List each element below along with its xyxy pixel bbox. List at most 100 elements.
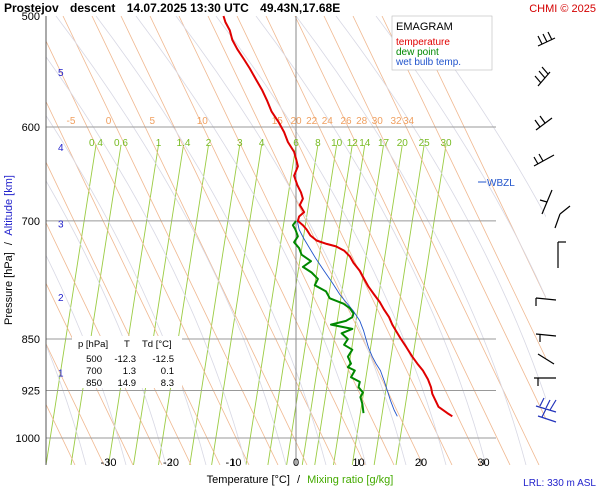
- dry-adiabat: [265, 16, 482, 465]
- isotherm-label: 30: [372, 116, 384, 127]
- isotherm-label: 20: [290, 116, 302, 127]
- mixing-ratio-label: 0.4: [89, 138, 103, 149]
- moist-adiabat: [95, 16, 327, 465]
- temperature-tick-label: -10: [226, 457, 242, 469]
- wind-barb: [535, 333, 557, 342]
- isopleth-labels: -5 0 5 10 15 20 22 24 26 28 30 32 340.4 0.6 1 1.4 2 3 4 6 8 1…: [67, 116, 452, 149]
- wind-barb: [557, 241, 566, 268]
- mixing-ratio-label: 4: [259, 138, 265, 149]
- mixing-ratio-label: 1: [156, 138, 162, 149]
- mixing-ratio-label: 20: [397, 138, 409, 149]
- table-cell: 700: [86, 366, 102, 377]
- mixing-ratio-line: [286, 144, 338, 465]
- temperature-tick-label: 10: [352, 457, 364, 469]
- wind-barb: [539, 189, 553, 215]
- isotherm-label: 0: [106, 116, 112, 127]
- wind-barb: [534, 66, 551, 87]
- mixing-ratio-line: [314, 144, 366, 465]
- table-cell: 500: [86, 354, 102, 365]
- isotherm-label: 32: [390, 116, 402, 127]
- altitude-tick-labels: 1 2 3 4 5: [58, 68, 64, 380]
- pressure-tick-labels: 500 600 700 850 925 1000: [16, 11, 40, 445]
- lrl-label: LRL: 330 m ASL: [523, 478, 596, 489]
- mixing-ratio-label: 3: [237, 138, 243, 149]
- dry-adiabat: [46, 40, 250, 465]
- temperature-tick-label: 0: [293, 457, 299, 469]
- moist-adiabat: [415, 16, 546, 218]
- moist-adiabats: [46, 16, 546, 465]
- legend-item-wet-bulb: wet bulb temp.: [395, 57, 461, 68]
- table-cell: 850: [86, 378, 102, 389]
- chart-title: Prostejov descent 14.07.2025 13:30 UTC 4…: [4, 1, 340, 15]
- moist-adiabat: [255, 16, 487, 465]
- dry-adiabats: [46, 16, 546, 465]
- table-cell: -12.3: [114, 354, 136, 365]
- moist-adiabat: [55, 16, 287, 465]
- dry-adiabat: [120, 16, 337, 465]
- isotherm-label: 28: [356, 116, 368, 127]
- dry-adiabat: [46, 100, 221, 465]
- moist-adiabat: [375, 16, 546, 299]
- legend-title: EMAGRAM: [396, 21, 453, 33]
- pressure-tick-label: 500: [22, 11, 40, 23]
- moist-adiabat: [135, 16, 367, 465]
- pressure-tick-label: 700: [22, 216, 40, 228]
- mixing-ratio-label: 1.4: [177, 138, 191, 149]
- moist-adiabat: [46, 56, 247, 465]
- mixing-ratio-label: 17: [378, 138, 390, 149]
- table-header-p: p [hPa]: [78, 339, 108, 350]
- mixing-ratio-line: [267, 144, 319, 465]
- level-data-table: p [hPa] T Td [°C] 500 -12.3 -12.5 700 1.…: [72, 336, 182, 389]
- dry-adiabat: [178, 16, 395, 465]
- pressure-grid: [46, 16, 496, 465]
- moist-adiabat: [46, 114, 207, 465]
- pressure-tick-label: 1000: [16, 433, 40, 445]
- copyright-label: CHMI © 2025: [529, 3, 596, 15]
- altitude-tick-label: 5: [58, 68, 64, 79]
- moist-adiabat: [215, 16, 447, 465]
- legend: EMAGRAM temperature dew point wet bulb t…: [391, 15, 493, 71]
- mixing-ratio-line: [158, 144, 209, 465]
- isotherm-label: 22: [306, 116, 318, 127]
- dry-adiabat: [91, 16, 308, 465]
- moist-adiabat: [175, 16, 407, 465]
- dry-adiabat: [62, 16, 279, 465]
- mixing-ratio-label: 6: [293, 138, 299, 149]
- series-line-wet-bulb-temp: [296, 220, 398, 417]
- legend-item-dew-point: dew point: [396, 47, 439, 58]
- isotherm-label: 34: [403, 116, 415, 127]
- wind-barbs: [533, 31, 571, 423]
- dry-adiabat: [46, 342, 105, 465]
- moist-adiabat: [295, 16, 527, 465]
- isotherm-label: 5: [149, 116, 155, 127]
- mixing-ratio-label: 8: [315, 138, 321, 149]
- dry-adiabat: [381, 16, 546, 360]
- dry-adiabat: [323, 16, 540, 465]
- table-cell: -12.5: [152, 354, 174, 365]
- mixing-ratio-line: [333, 144, 384, 465]
- mixing-ratio-line: [395, 144, 447, 465]
- dry-adiabat: [294, 16, 511, 465]
- mixing-ratio-line: [211, 144, 263, 465]
- isotherm-label: 26: [340, 116, 352, 127]
- legend-box: [391, 15, 493, 71]
- sounding-profiles: [222, 15, 453, 418]
- mixing-ratio-label: 12: [347, 138, 359, 149]
- mixing-ratio-line: [351, 144, 403, 465]
- x-axis-title: Temperature [°C] / Mixing ratio [g/kg]: [207, 474, 394, 486]
- table-background: [72, 336, 182, 388]
- temperature-tick-label: -20: [163, 457, 179, 469]
- dry-adiabat: [352, 16, 546, 420]
- wind-barb: [534, 377, 556, 386]
- series-line-temperature: [222, 15, 453, 418]
- mixing-ratio-label: 10: [331, 138, 343, 149]
- isotherm-label: 24: [322, 116, 334, 127]
- altitude-tick-label: 1: [58, 369, 64, 380]
- isotherm-label: 10: [197, 116, 209, 127]
- table-cell: 0.1: [161, 366, 174, 377]
- isotherm-label: -5: [67, 116, 76, 127]
- table-cell: 1.3: [123, 366, 136, 377]
- temperature-tick-labels: -30 -20 -10 0 10 20 30: [101, 457, 490, 469]
- table-header-td: Td [°C]: [142, 339, 172, 350]
